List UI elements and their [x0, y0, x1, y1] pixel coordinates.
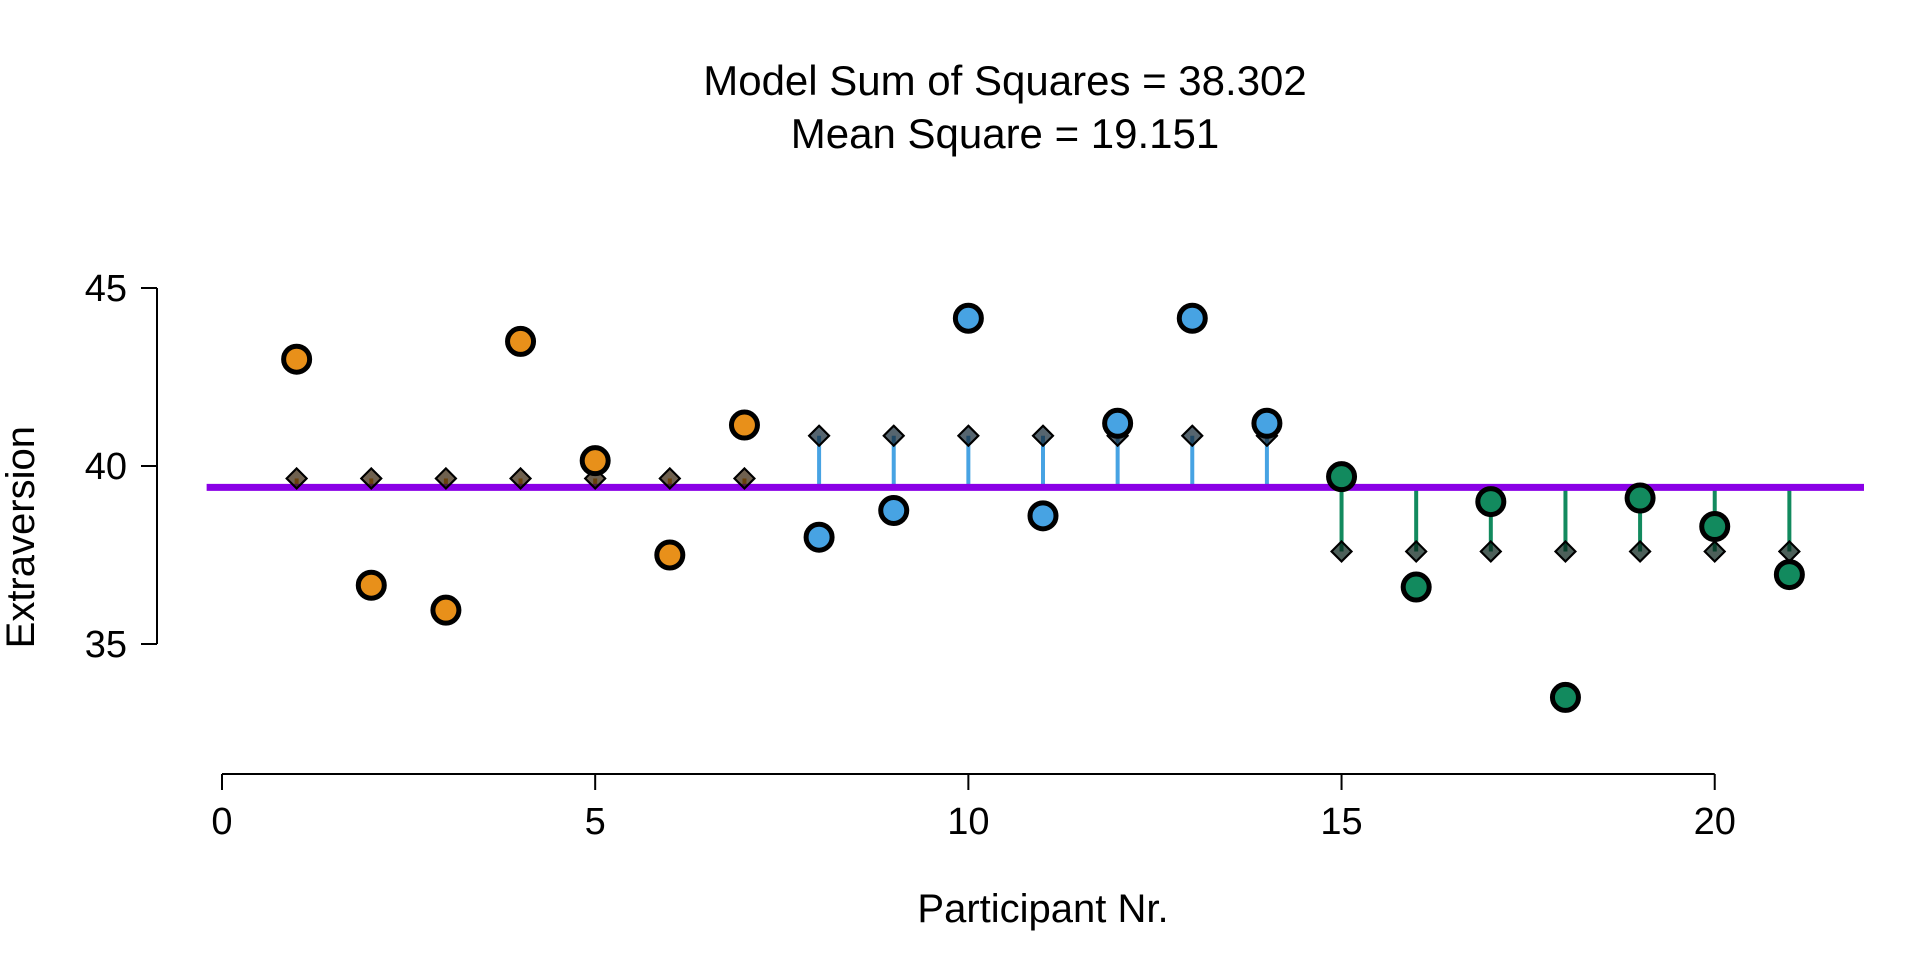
x-tick-label: 20	[1694, 801, 1736, 843]
group-mean-diamond-shade	[285, 467, 309, 490]
y-tick-label: 40	[85, 446, 127, 488]
y-axis-label: Extraversion	[0, 426, 43, 648]
x-axis: 0 5 10 15 20	[211, 773, 1736, 843]
data-point	[579, 445, 611, 477]
group-mean-diamond-shade	[807, 424, 831, 448]
data-point	[803, 521, 835, 553]
data-point	[728, 409, 760, 441]
data-point	[281, 343, 313, 375]
group-mean-diamond-shade	[882, 424, 906, 448]
data-point	[1624, 482, 1656, 514]
data-point	[1176, 302, 1208, 334]
group-mean-diamond-shade	[359, 467, 383, 490]
data-point	[1251, 407, 1283, 439]
group-mean-diamond-shade	[1628, 540, 1652, 563]
data-point	[1699, 511, 1731, 543]
data-point	[1326, 461, 1358, 493]
group-mean-diamond-shade	[1777, 540, 1801, 563]
data-point	[952, 302, 984, 334]
group-mean-diamond-shade	[1554, 540, 1577, 563]
data-point	[430, 594, 462, 626]
data-point	[878, 495, 910, 526]
data-point	[1400, 571, 1432, 603]
group-mean-diamond-shade	[1404, 540, 1428, 563]
data-point	[1549, 681, 1581, 713]
data-marks	[206, 302, 1864, 713]
group-mean-diamond-shade	[733, 467, 756, 490]
group-mean-diamond-shade	[1031, 424, 1055, 448]
chart-title-line-1: Model Sum of Squares = 38.302	[703, 57, 1307, 104]
group-mean-diamond-shade	[509, 467, 532, 490]
data-point	[1773, 559, 1805, 591]
group-mean-diamond-shade	[658, 467, 682, 490]
data-point	[355, 569, 387, 601]
data-point	[654, 539, 686, 571]
x-tick-label: 5	[585, 801, 606, 843]
chart-title-line-2: Mean Square = 19.151	[790, 110, 1220, 157]
group-mean-diamond-shade	[1479, 540, 1503, 563]
group-mean-diamond-shade	[1703, 540, 1727, 563]
x-tick-label: 10	[947, 801, 989, 843]
y-axis: 35 40 45	[85, 268, 158, 666]
data-point	[505, 325, 537, 357]
y-tick-label: 35	[85, 624, 127, 666]
x-axis-label: Participant Nr.	[917, 887, 1168, 931]
group-mean-diamond-shade	[434, 467, 458, 490]
group-mean-diamond-shade	[1330, 540, 1353, 563]
data-point	[1027, 500, 1059, 532]
x-tick-label: 0	[211, 801, 232, 843]
y-tick-label: 45	[85, 268, 127, 310]
data-point	[1475, 486, 1507, 518]
group-mean-diamond-shade	[1180, 424, 1204, 448]
group-mean-diamond-shade	[956, 424, 980, 448]
x-tick-label: 15	[1320, 801, 1362, 843]
data-point	[1102, 407, 1134, 439]
